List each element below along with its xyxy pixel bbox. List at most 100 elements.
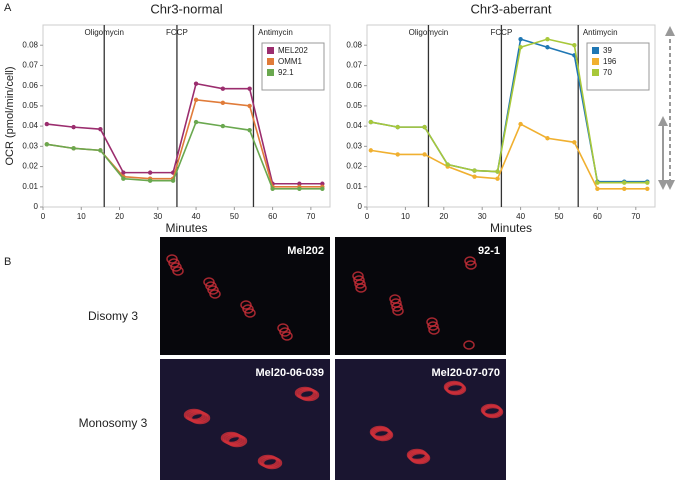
micrograph-bg xyxy=(160,237,330,355)
data-point xyxy=(518,36,523,42)
y-tick-label: 0.08 xyxy=(346,40,362,49)
cell xyxy=(226,434,248,448)
data-point xyxy=(622,186,627,191)
data-point xyxy=(622,180,627,185)
y-tick-label: 0.06 xyxy=(22,81,38,90)
series-line xyxy=(46,98,323,188)
y-tick-label: 0.08 xyxy=(22,40,38,49)
x-tick-label: 60 xyxy=(593,212,602,221)
y-tick-label: 0.04 xyxy=(22,121,38,130)
injection-label: Antimycin xyxy=(258,28,293,37)
data-point xyxy=(368,148,374,153)
data-point xyxy=(320,181,325,186)
cell xyxy=(464,256,476,266)
data-point xyxy=(572,43,577,48)
data-point xyxy=(220,100,226,106)
injection-label: Antimycin xyxy=(583,28,618,37)
injection-label: FCCP xyxy=(166,28,188,37)
data-point xyxy=(518,121,523,127)
cell xyxy=(355,283,367,293)
y-tick-label: 0.01 xyxy=(346,182,362,191)
data-point xyxy=(297,181,302,186)
injection-label: FCCP xyxy=(491,28,513,37)
data-point xyxy=(395,152,400,157)
x-tick-label: 50 xyxy=(230,212,239,221)
x-tick-label: 0 xyxy=(365,212,370,221)
data-point xyxy=(545,36,550,42)
data-point xyxy=(595,180,600,185)
micrograph-bg xyxy=(335,237,506,355)
data-point xyxy=(595,186,600,191)
cell xyxy=(209,289,221,299)
y-tick-label: 0.03 xyxy=(346,141,362,150)
data-point xyxy=(220,86,226,91)
y-tick-label: 0.03 xyxy=(22,141,38,150)
data-point xyxy=(121,170,126,175)
image-label: Mel20-07-070 xyxy=(432,367,501,379)
data-point xyxy=(422,124,427,130)
data-point xyxy=(44,142,50,147)
x-tick-label: 40 xyxy=(192,212,201,221)
legend-label: 92.1 xyxy=(278,68,294,77)
panel-label: A xyxy=(4,2,12,14)
x-tick-label: 50 xyxy=(555,212,564,221)
x-tick-label: 20 xyxy=(439,212,448,221)
data-point xyxy=(395,124,400,130)
chart-title: Chr3-normal xyxy=(150,1,222,16)
micrograph xyxy=(160,237,330,355)
data-point xyxy=(193,81,199,86)
series-line xyxy=(370,122,648,190)
y-tick-label: 0 xyxy=(34,202,39,211)
data-point xyxy=(368,119,374,125)
data-point xyxy=(495,169,500,174)
y-tick-label: 0.06 xyxy=(346,81,362,90)
cell xyxy=(445,382,467,396)
x-tick-label: 30 xyxy=(478,212,487,221)
cell xyxy=(391,302,403,312)
legend-label: OMM1 xyxy=(278,57,303,66)
y-axis-label: OCR (pmol/min/cell) xyxy=(4,66,16,165)
row-label: Monosomy 3 xyxy=(79,416,148,430)
cell xyxy=(465,260,477,270)
data-point xyxy=(422,152,427,157)
micrograph xyxy=(335,359,506,480)
x-tick-label: 0 xyxy=(41,212,46,221)
row-label: Disomy 3 xyxy=(88,309,138,323)
y-tick-label: 0.07 xyxy=(346,61,362,70)
data-point xyxy=(270,186,275,191)
data-point xyxy=(121,176,126,181)
x-axis-label: Minutes xyxy=(165,221,207,235)
data-point xyxy=(320,186,325,191)
injection-label: Oligomycin xyxy=(84,28,124,37)
x-tick-label: 30 xyxy=(153,212,162,221)
y-tick-label: 0.07 xyxy=(22,61,38,70)
cell xyxy=(427,321,439,331)
legend-swatch xyxy=(267,58,274,65)
y-tick-label: 0.02 xyxy=(22,162,38,171)
micrograph xyxy=(160,359,330,480)
data-point xyxy=(71,124,76,130)
data-point xyxy=(71,146,76,151)
legend-label: 196 xyxy=(603,57,617,66)
data-point xyxy=(472,168,477,173)
series-line xyxy=(46,82,323,185)
data-point xyxy=(495,176,500,181)
data-point xyxy=(297,186,302,191)
cell xyxy=(409,451,431,465)
data-point xyxy=(147,170,153,175)
legend-label: MEL202 xyxy=(278,46,308,55)
x-tick-label: 10 xyxy=(77,212,86,221)
injection-label: Oligomycin xyxy=(409,28,449,37)
cell xyxy=(244,308,256,318)
data-point xyxy=(44,121,50,127)
cell xyxy=(172,266,184,276)
legend-label: 39 xyxy=(603,46,612,55)
cell xyxy=(428,325,440,335)
data-point xyxy=(220,123,226,129)
data-point xyxy=(98,148,103,153)
data-point xyxy=(545,136,550,141)
data-point xyxy=(645,180,650,185)
dashed-arrow xyxy=(658,26,675,190)
legend-swatch xyxy=(267,69,274,76)
